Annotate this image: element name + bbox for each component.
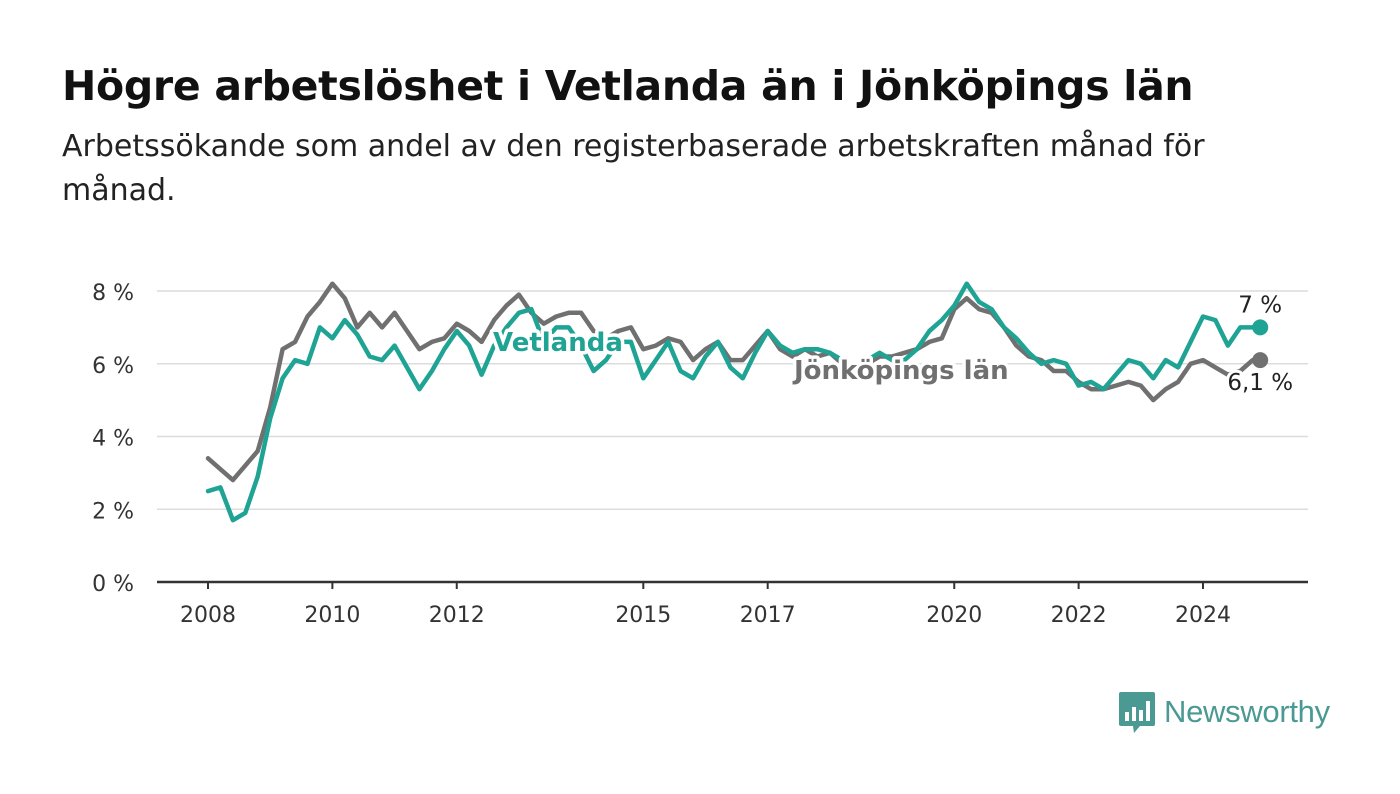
- y-tick-label: 4 %: [92, 427, 134, 452]
- x-tick-label: 2024: [1175, 603, 1231, 628]
- brand-logo[interactable]: Newsworthy: [1118, 690, 1330, 734]
- end-point-jonkopings-lan: [1252, 352, 1269, 369]
- x-tick-label: 2015: [615, 603, 671, 628]
- brand-name: Newsworthy: [1164, 694, 1330, 729]
- chart-title: Högre arbetslöshet i Vetlanda än i Jönkö…: [62, 62, 1194, 110]
- series-label-jonkopings-lan-halo: Jönköpings län: [792, 356, 1009, 386]
- x-tick-label: 2020: [926, 603, 982, 628]
- end-label-vetlanda: 7 %: [1238, 292, 1282, 318]
- series-line-vetlanda: [205, 281, 1263, 523]
- series-line-jonkopings-lan: [205, 281, 1263, 483]
- x-tick-label: 2017: [740, 603, 796, 628]
- y-tick-label: 2 %: [92, 499, 134, 524]
- series-label-jonkopings-lan: Jönköpings län: [792, 356, 1009, 386]
- x-tick-label: 2008: [180, 603, 236, 628]
- y-tick-label: 0 %: [92, 572, 134, 597]
- end-label-halo: 6,1 %: [1227, 370, 1293, 396]
- x-tick-label: 2012: [429, 603, 485, 628]
- end-label-jonkopings-lan: 6,1 %: [1227, 370, 1293, 396]
- series-label-vetlanda: Vetlanda: [493, 328, 623, 358]
- end-label-halo: 7 %: [1238, 292, 1282, 318]
- y-tick-label: 6 %: [92, 354, 134, 379]
- x-tick-label: 2010: [304, 603, 360, 628]
- bar-chart-logo-icon: [1119, 692, 1155, 733]
- series-label-vetlanda-halo: Vetlanda: [493, 328, 623, 358]
- x-tick-label: 2022: [1051, 603, 1107, 628]
- end-point-vetlanda: [1252, 319, 1269, 336]
- chart-subtitle: Arbetssökande som andel av den registerb…: [62, 129, 1205, 208]
- y-tick-label: 8 %: [92, 281, 134, 306]
